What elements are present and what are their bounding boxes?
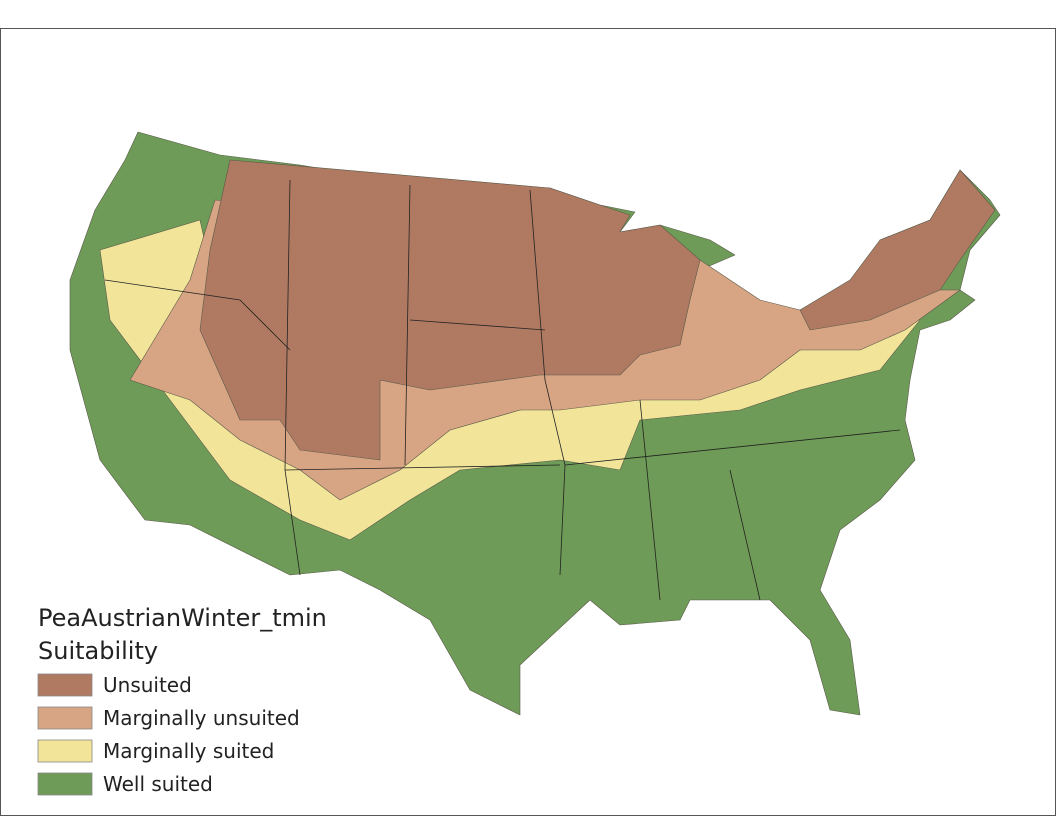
unsuited-region <box>799 169 996 331</box>
legend-items: Unsuited Marginally unsuited Marginally su… <box>37 673 300 796</box>
legend-label: Marginally suited <box>103 739 274 763</box>
legend-subtitle: Suitability <box>38 637 158 665</box>
legend-swatch <box>37 739 93 763</box>
legend-label: Marginally unsuited <box>103 706 300 730</box>
legend-title: PeaAustrianWinter_tmin <box>38 604 327 632</box>
unsuited-region <box>199 159 701 461</box>
legend-swatch <box>37 772 93 796</box>
state-borders <box>104 179 901 601</box>
map <box>69 131 1001 716</box>
legend-swatch <box>37 673 93 697</box>
legend-label: Unsuited <box>103 673 192 697</box>
legend-swatch <box>37 706 93 730</box>
legend: PeaAustrianWinter_tmin Suitability Unsui… <box>37 604 327 796</box>
legend-label: Well suited <box>103 772 213 796</box>
